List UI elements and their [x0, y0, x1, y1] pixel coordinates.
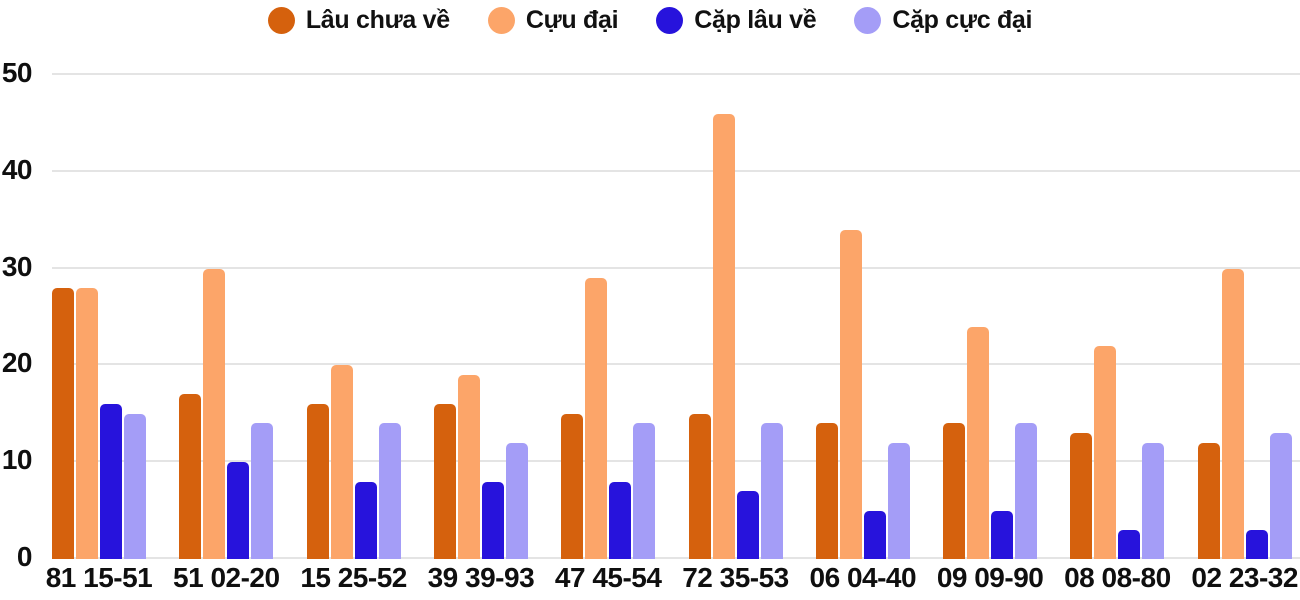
bar-cặp-lâu-về[interactable] — [481, 482, 504, 559]
bar-lâu-chưa-về[interactable] — [52, 288, 74, 559]
bar-cựu-đại[interactable] — [330, 365, 353, 559]
bar-cặp-lâu-về[interactable] — [1118, 530, 1141, 559]
legend-swatch-icon — [854, 7, 882, 34]
bar-group — [561, 278, 656, 559]
chart-legend: Lâu chưa về Cựu đại Cặp lâu về Cặp cực đại — [0, 6, 1300, 35]
bar-group — [179, 269, 274, 559]
bar-cặp-cực-đại[interactable] — [124, 414, 146, 559]
bar-cặp-cực-đại[interactable] — [760, 423, 783, 559]
bar-cặp-lâu-về[interactable] — [354, 482, 377, 559]
bar-lâu-chưa-về[interactable] — [306, 404, 329, 559]
bar-cặp-lâu-về[interactable] — [863, 511, 886, 559]
bar-cựu-đại[interactable] — [203, 269, 226, 559]
legend-label: Cựu đại — [525, 6, 619, 34]
bar-cặp-cực-đại[interactable] — [633, 423, 656, 559]
x-tick-label: 09 09-90 — [936, 562, 1044, 593]
gridline — [52, 557, 1300, 559]
bar-cặp-lâu-về[interactable] — [1245, 530, 1268, 559]
x-tick-label: 81 15-51 — [45, 562, 153, 593]
legend-label: Cặp cực đại — [892, 6, 1033, 34]
legend-swatch-icon — [487, 7, 515, 34]
bar-cặp-cực-đại[interactable] — [251, 423, 274, 559]
legend-item[interactable]: Cặp cực đại — [854, 6, 1032, 35]
bar-cặp-cực-đại[interactable] — [378, 423, 401, 559]
bar-lâu-chưa-về[interactable] — [1070, 433, 1093, 559]
bar-cựu-đại[interactable] — [967, 327, 990, 559]
x-tick-label: 47 45-54 — [554, 562, 662, 593]
bar-group — [943, 327, 1038, 559]
bar-lâu-chưa-về[interactable] — [688, 414, 711, 559]
bar-cặp-lâu-về[interactable] — [736, 491, 759, 559]
bar-cặp-lâu-về[interactable] — [100, 404, 122, 559]
bar-cựu-đại[interactable] — [712, 114, 735, 559]
gridline — [52, 266, 1300, 269]
bar-cựu-đại[interactable] — [585, 278, 608, 559]
x-tick-label: 06 04-40 — [809, 562, 917, 593]
bar-lâu-chưa-về[interactable] — [179, 394, 202, 559]
bar-cặp-cực-đại[interactable] — [1015, 423, 1038, 559]
legend-label: Cặp lâu về — [694, 6, 817, 34]
bar-cặp-lâu-về[interactable] — [227, 462, 250, 559]
bar-lâu-chưa-về[interactable] — [433, 404, 456, 559]
bar-cặp-lâu-về[interactable] — [609, 482, 632, 559]
bar-group — [306, 365, 401, 559]
legend-swatch-icon — [656, 7, 684, 34]
bar-lâu-chưa-về[interactable] — [1197, 443, 1220, 559]
bar-group — [433, 375, 528, 559]
legend-item[interactable]: Lâu chưa về — [267, 6, 450, 35]
bar-cặp-cực-đại[interactable] — [1269, 433, 1292, 559]
y-tick-label: 20 — [1, 347, 33, 379]
legend-swatch-icon — [267, 7, 295, 34]
y-tick-label: 40 — [1, 153, 33, 185]
x-tick-label: 39 39-93 — [427, 562, 535, 593]
bar-group — [52, 288, 146, 559]
bar-cựu-đại[interactable] — [76, 288, 98, 559]
y-tick-label: 0 — [16, 541, 33, 572]
bar-cựu-đại[interactable] — [1221, 269, 1244, 559]
legend-label: Lâu chưa về — [305, 6, 450, 34]
x-tick-label: 72 35-53 — [682, 562, 789, 593]
bar-group — [1197, 269, 1292, 559]
y-tick-label: 30 — [1, 250, 33, 282]
gridline — [52, 169, 1300, 172]
bar-group — [688, 114, 783, 559]
bar-cựu-đại[interactable] — [839, 230, 862, 559]
gridline — [52, 460, 1300, 463]
bar-group — [1070, 346, 1165, 559]
x-tick-label: 08 08-80 — [1064, 562, 1171, 593]
bar-cặp-lâu-về[interactable] — [991, 511, 1014, 559]
bar-group — [815, 230, 910, 559]
bar-cặp-cực-đại[interactable] — [1142, 443, 1165, 559]
legend-item[interactable]: Cặp lâu về — [656, 6, 817, 35]
bar-lâu-chưa-về[interactable] — [943, 423, 966, 559]
x-tick-label: 51 02-20 — [173, 562, 280, 593]
bar-lâu-chưa-về[interactable] — [561, 414, 584, 559]
gridline — [52, 73, 1300, 75]
x-tick-label: 15 25-52 — [300, 562, 407, 593]
legend-item[interactable]: Cựu đại — [487, 6, 619, 35]
bar-cặp-cực-đại[interactable] — [505, 443, 528, 559]
y-tick-label: 50 — [1, 57, 33, 88]
bar-cựu-đại[interactable] — [457, 375, 480, 559]
bar-cựu-đại[interactable] — [1094, 346, 1117, 559]
bar-lâu-chưa-về[interactable] — [815, 423, 838, 559]
x-tick-label: 02 23-32 — [1191, 562, 1298, 593]
gridline — [52, 363, 1300, 366]
y-tick-label: 10 — [1, 444, 33, 476]
bar-cặp-cực-đại[interactable] — [887, 443, 910, 559]
